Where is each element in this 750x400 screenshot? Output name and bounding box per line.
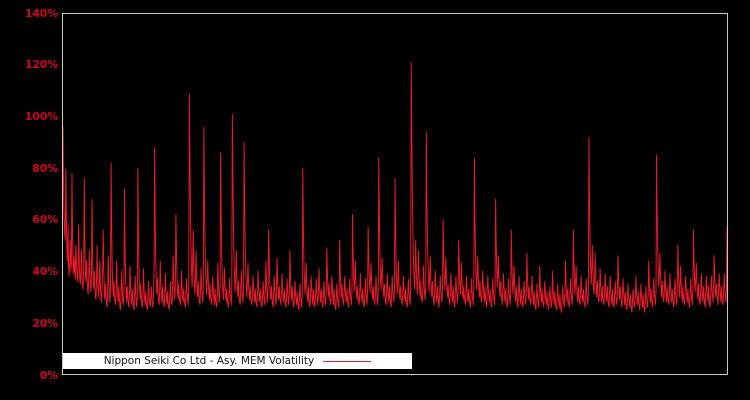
y-tick-label: 80% xyxy=(32,161,58,175)
y-tick-label: 40% xyxy=(32,265,58,279)
y-tick-label: 100% xyxy=(24,109,58,123)
y-tick-label: 120% xyxy=(24,58,58,72)
y-tick-label: 20% xyxy=(32,316,58,330)
legend-label: Nippon Seiki Co Ltd - Asy. MEM Volatilit… xyxy=(103,355,315,367)
series-line-nippon-seiki xyxy=(63,62,727,313)
legend: Nippon Seiki Co Ltd - Asy. MEM Volatilit… xyxy=(63,353,412,369)
y-tick-label: 140% xyxy=(24,6,58,20)
legend-line-icon xyxy=(323,360,372,362)
y-tick-label: 60% xyxy=(32,213,58,227)
plot-area xyxy=(62,13,728,375)
y-axis: 0% 20% 40% 60% 80% 100% 120% 140% xyxy=(0,0,58,400)
y-tick-label: 0% xyxy=(39,368,58,382)
